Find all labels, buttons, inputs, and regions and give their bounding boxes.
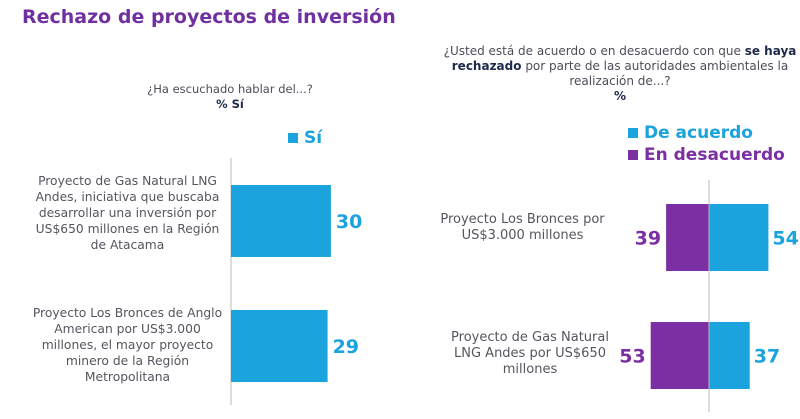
bar-en-desacuerdo bbox=[650, 322, 709, 389]
data-label: 39 bbox=[635, 228, 661, 250]
data-label: 54 bbox=[772, 228, 798, 250]
left-question-text: ¿Ha escuchado hablar del...? bbox=[147, 82, 313, 96]
right-category-2: Proyecto de Gas Natural LNG Andes por US… bbox=[451, 330, 609, 377]
legend-si: Sí bbox=[288, 128, 322, 148]
page-title: Rechazo de proyectos de inversión bbox=[22, 6, 396, 28]
right-question-text: ¿Usted está de acuerdo o en desacuerdo c… bbox=[443, 44, 797, 88]
right-unit: % bbox=[613, 89, 627, 103]
left-question: ¿Ha escuchado hablar del...? % Sí bbox=[60, 82, 400, 112]
right-question: ¿Usted está de acuerdo o en desacuerdo c… bbox=[440, 44, 800, 104]
legend-de-acuerdo: De acuerdo bbox=[628, 123, 753, 143]
bar-en-desacuerdo bbox=[666, 204, 709, 271]
legend-label: En desacuerdo bbox=[644, 145, 785, 165]
data-label: 29 bbox=[333, 336, 359, 358]
legend-label: Sí bbox=[304, 128, 323, 148]
left-category-2: Proyecto Los Bronces de Anglo American p… bbox=[32, 306, 223, 384]
right-category-1: Proyecto Los Bronces por US$3.000 millon… bbox=[440, 212, 605, 243]
left-unit: % Sí bbox=[216, 97, 244, 111]
legend-label: De acuerdo bbox=[644, 123, 753, 143]
data-label: 30 bbox=[336, 211, 362, 233]
legend-swatch-blue bbox=[288, 133, 298, 143]
data-label: 37 bbox=[754, 346, 780, 368]
legend-swatch-purple bbox=[628, 150, 638, 160]
left-category-1: Proyecto de Gas Natural LNG Andes, inici… bbox=[35, 174, 220, 252]
data-label: 53 bbox=[619, 346, 645, 368]
bar-de-acuerdo bbox=[709, 322, 750, 389]
bar-si bbox=[231, 310, 328, 382]
legend-en-desacuerdo: En desacuerdo bbox=[628, 145, 785, 165]
legend-swatch-blue bbox=[628, 128, 638, 138]
bar-si bbox=[231, 185, 331, 257]
bar-de-acuerdo bbox=[709, 204, 769, 271]
